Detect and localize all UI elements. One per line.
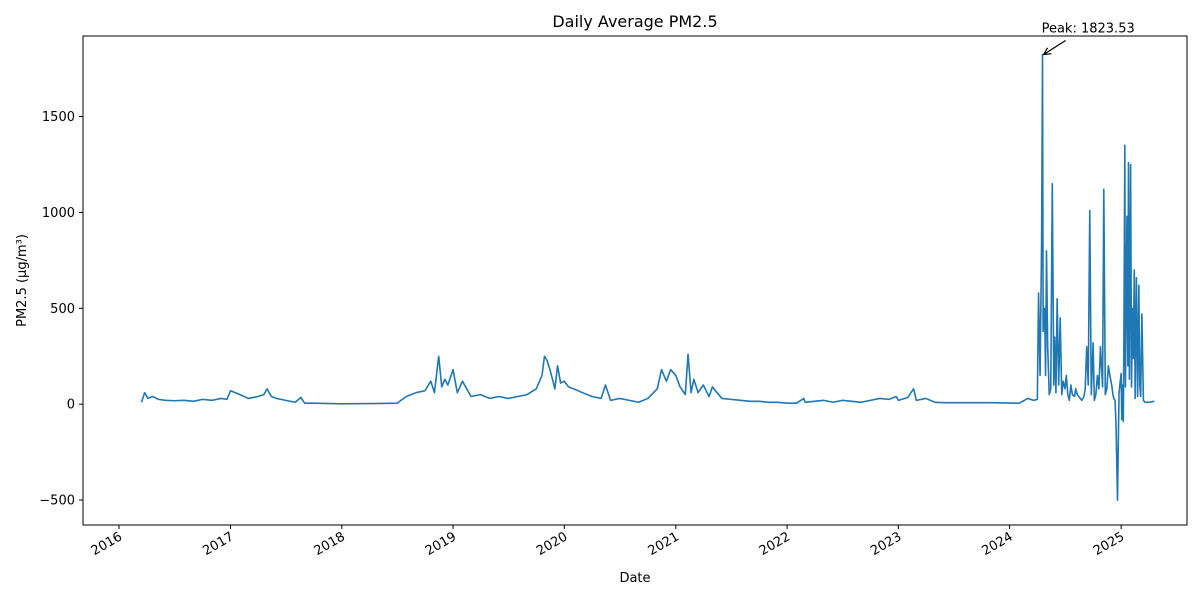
pm25-series-line: [140, 53, 1155, 501]
y-tick-label: 1500: [42, 110, 75, 125]
annotation-arrow: [1043, 39, 1066, 56]
y-tick-label: 500: [50, 302, 75, 317]
annotation-label: Peak: 1823.53: [1042, 21, 1135, 36]
chart-title: Daily Average PM2.5: [552, 12, 717, 31]
y-tick-label: −500: [39, 494, 75, 509]
y-tick-label: 0: [67, 398, 75, 413]
x-axis-title: Date: [619, 571, 650, 586]
plot-frame: [82, 35, 1188, 526]
y-axis-title: PM2.5 (µg/m³): [15, 234, 30, 327]
plot-area: [140, 53, 1155, 501]
y-axis: −500 0 500 1000 1500: [39, 110, 83, 509]
peak-annotation: Peak: 1823.53: [1042, 21, 1135, 56]
y-tick-label: 1000: [42, 206, 75, 221]
annotation-arrowhead: [1042, 47, 1052, 56]
